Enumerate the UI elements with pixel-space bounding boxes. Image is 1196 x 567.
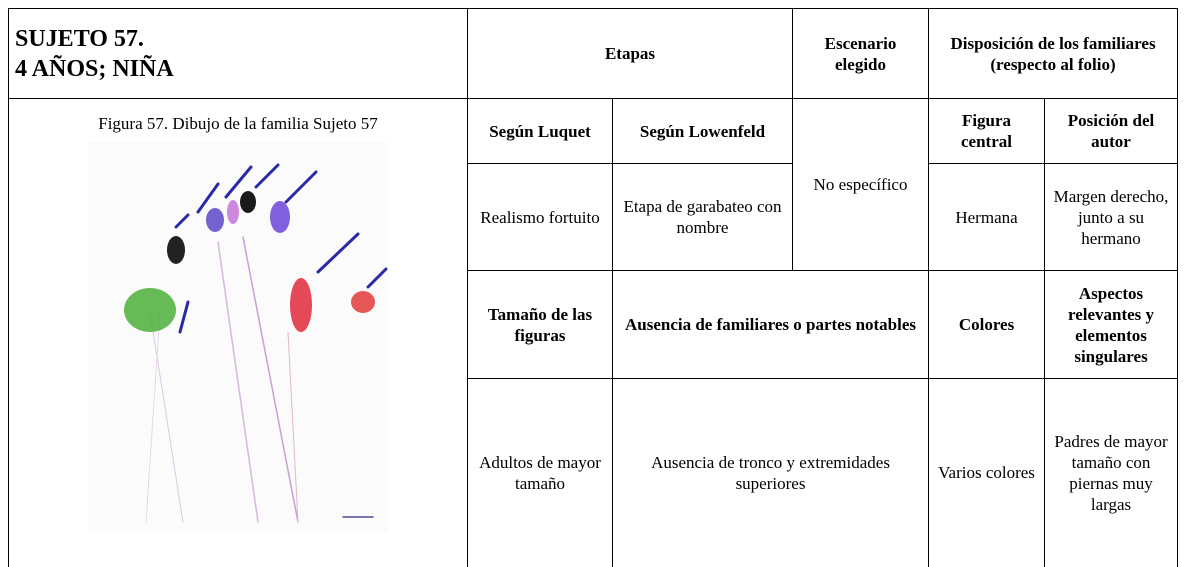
subject-title: SUJETO 57. 4 AÑOS; NIÑA <box>8 8 468 99</box>
value-cell: Adultos de mayor tamaño <box>467 378 613 567</box>
figure-cell: Figura 57. Dibujo de la familia Sujeto 5… <box>8 98 468 567</box>
value-cell: Etapa de garabateo con nombre <box>611 163 794 271</box>
title-line: 4 AÑOS; NIÑA <box>15 55 174 82</box>
header-cell: Posición del autor <box>1044 98 1179 164</box>
value-cell: No específico <box>792 98 930 271</box>
value-cell: Realismo fortuito <box>467 163 613 271</box>
header-cell: Etapas <box>466 8 794 99</box>
figure-caption: Figura 57. Dibujo de la familia Sujeto 5… <box>98 114 378 133</box>
value-cell: Varios colores <box>928 378 1046 567</box>
child-drawing <box>88 142 388 532</box>
header-cell: Según Lowenfeld <box>611 98 794 164</box>
title-line: SUJETO 57. <box>15 25 144 52</box>
header-cell: Según Luquet <box>467 98 613 164</box>
header-cell: Escenario elegido <box>792 8 930 99</box>
header-cell: Figura central <box>928 98 1046 164</box>
subject-table: SUJETO 57. 4 AÑOS; NIÑA Etapas Escenario… <box>8 8 1179 567</box>
header-cell: Ausencia de familiares o partes notables <box>611 270 930 379</box>
header-cell: Aspectos relevantes y elementos singular… <box>1044 270 1179 379</box>
header-cell: Colores <box>928 270 1046 379</box>
header-cell: Disposición de los familiares (respecto … <box>928 8 1179 99</box>
value-cell: Hermana <box>928 163 1046 271</box>
value-cell: Margen derecho, junto a su hermano <box>1044 163 1179 271</box>
value-cell: Padres de mayor tamaño con piernas muy l… <box>1044 378 1179 567</box>
header-cell: Tamaño de las figuras <box>467 270 613 379</box>
value-cell: Ausencia de tronco y extremidades superi… <box>611 378 930 567</box>
